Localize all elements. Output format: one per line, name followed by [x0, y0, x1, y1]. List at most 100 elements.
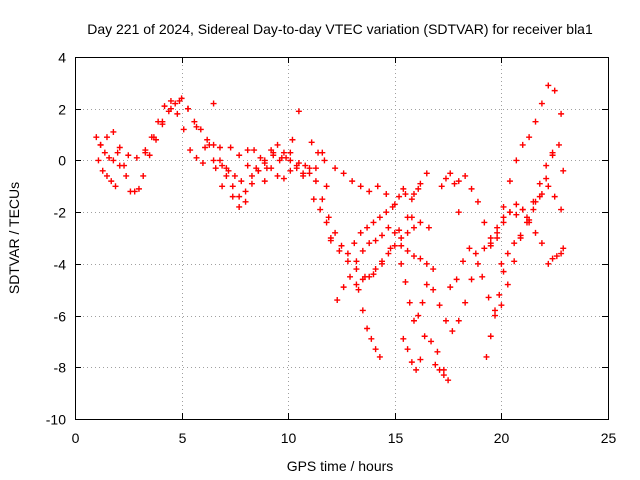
data-point: [340, 284, 347, 291]
series-s19: [455, 82, 565, 249]
data-point: [97, 141, 104, 148]
data-point: [344, 250, 351, 257]
data-point: [410, 224, 417, 231]
data-point: [255, 167, 262, 174]
plot-frame: [75, 57, 609, 420]
data-point: [319, 149, 326, 156]
data-point: [223, 165, 230, 172]
data-point: [372, 346, 379, 353]
data-point: [496, 291, 503, 298]
data-point: [551, 87, 558, 94]
data-point: [391, 201, 398, 208]
data-point: [289, 136, 296, 143]
data-point: [417, 219, 424, 226]
data-point: [257, 154, 264, 161]
data-point: [404, 229, 411, 236]
data-point: [536, 193, 543, 200]
data-point: [487, 235, 494, 241]
data-point: [526, 134, 533, 141]
data-point: [530, 206, 537, 213]
data-point: [204, 136, 211, 143]
data-point: [370, 219, 377, 226]
data-point: [558, 250, 565, 257]
data-point: [421, 333, 428, 340]
data-point: [517, 232, 524, 239]
data-point: [379, 258, 386, 265]
data-point: [261, 178, 268, 185]
data-point: [417, 356, 424, 363]
data-point: [474, 260, 481, 267]
data-point: [410, 317, 417, 324]
data-point: [372, 237, 379, 244]
data-point: [413, 366, 420, 373]
data-point: [95, 157, 102, 164]
data-point: [244, 162, 251, 169]
data-point: [500, 268, 507, 275]
data-point: [131, 188, 138, 195]
data-point: [402, 278, 409, 285]
data-point: [359, 307, 366, 314]
data-point: [374, 183, 381, 190]
data-point: [494, 224, 501, 231]
data-point: [319, 196, 326, 203]
data-point: [511, 258, 518, 265]
data-point: [159, 118, 166, 125]
data-point: [425, 224, 432, 231]
series-s23: [545, 245, 567, 267]
data-point: [408, 359, 415, 366]
series-s18: [447, 141, 567, 314]
data-point: [549, 255, 556, 262]
data-point: [545, 82, 552, 89]
data-point: [349, 178, 356, 185]
x-tick-label: 0: [72, 430, 80, 446]
y-tick-label: -4: [54, 257, 67, 273]
data-point: [498, 260, 505, 267]
data-point: [410, 191, 417, 198]
data-point: [455, 178, 462, 185]
data-point: [268, 147, 275, 154]
data-point: [500, 214, 507, 221]
data-point: [538, 240, 545, 247]
data-point: [332, 229, 339, 236]
data-point: [202, 144, 209, 151]
data-point: [398, 235, 405, 241]
data-point: [372, 266, 379, 273]
x-axis-label: GPS time / hours: [287, 458, 394, 474]
data-point: [227, 144, 234, 151]
data-point: [519, 141, 526, 148]
data-point: [485, 294, 492, 301]
data-point: [487, 240, 494, 247]
data-point: [344, 258, 351, 265]
data-point: [340, 170, 347, 177]
data-point: [123, 172, 130, 179]
data-point: [210, 157, 217, 164]
data-point: [287, 157, 294, 164]
data-point: [442, 317, 449, 324]
data-point: [506, 209, 513, 216]
series-s16: [430, 183, 565, 335]
data-point: [447, 284, 454, 291]
data-point: [532, 229, 539, 236]
data-point: [295, 108, 302, 115]
data-point: [442, 175, 449, 182]
data-point: [483, 353, 490, 360]
data-point: [391, 242, 398, 249]
data-point: [327, 235, 334, 241]
data-point: [229, 183, 236, 190]
data-point: [125, 152, 132, 159]
data-point: [357, 229, 364, 236]
data-point: [180, 126, 187, 133]
data-point: [219, 183, 226, 190]
data-point: [379, 232, 386, 239]
data-point: [506, 178, 513, 185]
data-point: [287, 149, 294, 156]
data-point: [325, 214, 332, 221]
data-point: [231, 172, 238, 179]
data-point: [438, 183, 445, 190]
data-point: [387, 245, 394, 252]
data-point: [481, 219, 488, 226]
data-point: [274, 172, 281, 179]
data-point: [323, 219, 330, 226]
data-point: [116, 162, 123, 169]
